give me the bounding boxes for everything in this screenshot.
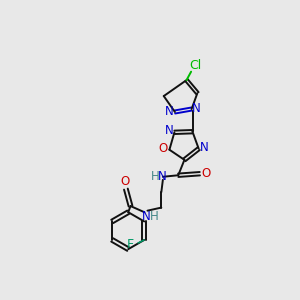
Text: H: H xyxy=(150,210,159,223)
Text: O: O xyxy=(201,167,211,180)
Text: O: O xyxy=(121,175,130,188)
Text: N: N xyxy=(158,169,167,182)
Text: N: N xyxy=(165,124,173,136)
Text: F: F xyxy=(127,238,134,251)
Text: N: N xyxy=(165,105,174,118)
Text: N: N xyxy=(200,141,208,154)
Text: N: N xyxy=(142,210,150,223)
Text: Cl: Cl xyxy=(189,59,201,72)
Text: N: N xyxy=(192,102,201,115)
Text: H: H xyxy=(151,169,160,182)
Text: O: O xyxy=(159,142,168,155)
